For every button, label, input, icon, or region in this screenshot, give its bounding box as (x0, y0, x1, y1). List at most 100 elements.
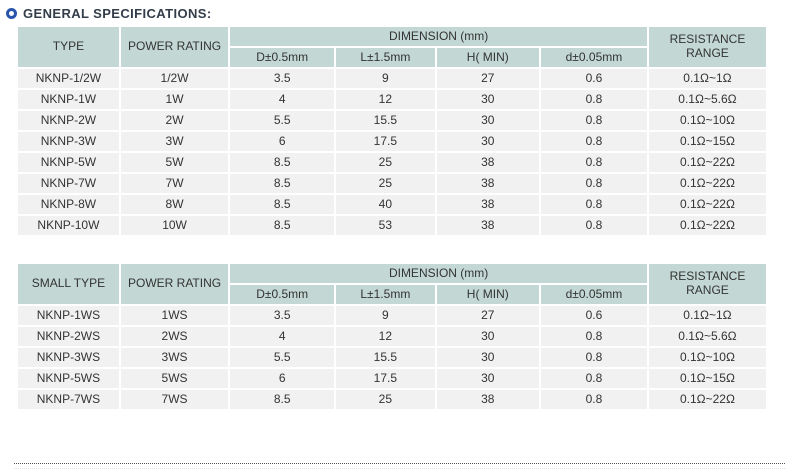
table-row: NKNP-3W 3W 6 17.5 30 0.8 0.1Ω~15Ω (18, 132, 766, 151)
resistance-range-column-header: RESISTANCE RANGE (648, 264, 766, 304)
table-cell: 15.5 (336, 111, 435, 130)
table-row: NKNP-5W 5W 8.5 25 38 0.8 0.1Ω~22Ω (18, 153, 766, 172)
table-cell: 17.5 (336, 369, 435, 388)
table-cell: 0.8 (540, 348, 647, 367)
table-cell: 8.5 (230, 153, 335, 172)
table-cell: 6 (230, 369, 335, 388)
table-cell: 9 (336, 306, 435, 325)
table-cell: 5.5 (230, 111, 335, 130)
table-cell: 3.5 (230, 69, 335, 88)
table-cell: 40 (336, 195, 435, 214)
table-cell: 0.1Ω~22Ω (648, 174, 766, 193)
table-row: NKNP-5WS 5WS 6 17.5 30 0.8 0.1Ω~15Ω (18, 369, 766, 388)
table-cell: 38 (436, 216, 539, 235)
table-cell: NKNP-8W (18, 195, 119, 214)
table-cell: 0.1Ω~10Ω (648, 348, 766, 367)
table-cell: 3WS (120, 348, 229, 367)
table-row: NKNP-7WS 7WS 8.5 25 38 0.8 0.1Ω~22Ω (18, 390, 766, 409)
table-cell: 0.8 (540, 195, 647, 214)
table-cell: 2WS (120, 327, 229, 346)
table-row: NKNP-2W 2W 5.5 15.5 30 0.8 0.1Ω~10Ω (18, 111, 766, 130)
table-cell: 0.1Ω~22Ω (648, 390, 766, 409)
dimension-sub-header: d±0.05mm (540, 285, 647, 304)
section-title-row: GENERAL SPECIFICATIONS: (6, 6, 212, 21)
table-cell: NKNP-1/2W (18, 69, 119, 88)
table-cell: 2W (120, 111, 229, 130)
dimension-sub-header: D±0.5mm (230, 285, 335, 304)
small-type-spec-table-container: SMALL TYPE POWER RATING DIMENSION (mm) RESI… (16, 262, 770, 411)
power-rating-column-header: POWER RATING (120, 264, 229, 304)
table-cell: 6 (230, 132, 335, 151)
table-cell: 38 (436, 174, 539, 193)
dimension-sub-header: D±0.5mm (230, 48, 335, 67)
table-cell: NKNP-7WS (18, 390, 119, 409)
table-cell: NKNP-3W (18, 132, 119, 151)
table-cell: 12 (336, 327, 435, 346)
spec-table: TYPE POWER RATING DIMENSION (mm) RESISTANCE… (16, 25, 768, 237)
table-row: NKNP-1WS 1WS 3.5 9 27 0.6 0.1Ω~1Ω (18, 306, 766, 325)
table-cell: 30 (436, 327, 539, 346)
type-column-header: TYPE (18, 27, 119, 67)
table-cell: 30 (436, 111, 539, 130)
power-rating-column-header: POWER RATING (120, 27, 229, 67)
table-cell: 5.5 (230, 348, 335, 367)
table-cell: 7W (120, 174, 229, 193)
dimension-sub-header: H( MIN) (436, 285, 539, 304)
table-cell: 38 (436, 195, 539, 214)
resistance-range-column-header: RESISTANCE RANGE (648, 27, 766, 67)
table-cell: 25 (336, 153, 435, 172)
table-cell: 0.8 (540, 390, 647, 409)
header-row: TYPE POWER RATING DIMENSION (mm) RESISTANCE… (18, 27, 766, 67)
table-cell: 0.8 (540, 132, 647, 151)
table-cell: 25 (336, 174, 435, 193)
table-cell: 0.1Ω~22Ω (648, 195, 766, 214)
table-cell: 12 (336, 90, 435, 109)
table-cell: 8.5 (230, 216, 335, 235)
table-cell: 1/2W (120, 69, 229, 88)
table-cell: 3.5 (230, 306, 335, 325)
table-cell: 10W (120, 216, 229, 235)
table-cell: 1WS (120, 306, 229, 325)
table-row: NKNP-8W 8W 8.5 40 38 0.8 0.1Ω~22Ω (18, 195, 766, 214)
table-cell: 30 (436, 369, 539, 388)
table-cell: 30 (436, 348, 539, 367)
table-cell: NKNP-3WS (18, 348, 119, 367)
table-cell: 8.5 (230, 195, 335, 214)
dimension-sub-header: L±1.5mm (336, 285, 435, 304)
table-row: NKNP-3WS 3WS 5.5 15.5 30 0.8 0.1Ω~10Ω (18, 348, 766, 367)
dimension-sub-header: H( MIN) (436, 48, 539, 67)
table-cell: 27 (436, 69, 539, 88)
table-cell: NKNP-2W (18, 111, 119, 130)
table-cell: 38 (436, 390, 539, 409)
table-row: NKNP-2WS 2WS 4 12 30 0.8 0.1Ω~5.6Ω (18, 327, 766, 346)
table-cell: 5W (120, 153, 229, 172)
dimension-group-header: DIMENSION (mm) (230, 264, 647, 283)
table-cell: 53 (336, 216, 435, 235)
table-cell: 38 (436, 153, 539, 172)
table-cell: 17.5 (336, 132, 435, 151)
table-row: NKNP-10W 10W 8.5 53 38 0.8 0.1Ω~22Ω (18, 216, 766, 235)
table-cell: 8.5 (230, 390, 335, 409)
table-cell: 0.1Ω~1Ω (648, 69, 766, 88)
header-row: SMALL TYPE POWER RATING DIMENSION (mm) RESI… (18, 264, 766, 304)
table-cell: 0.1Ω~1Ω (648, 306, 766, 325)
table-cell: 0.6 (540, 69, 647, 88)
table-cell: NKNP-1W (18, 90, 119, 109)
table-cell: 8.5 (230, 174, 335, 193)
table-cell: NKNP-5WS (18, 369, 119, 388)
table-cell: 0.1Ω~5.6Ω (648, 327, 766, 346)
table-cell: 0.1Ω~5.6Ω (648, 90, 766, 109)
table-cell: 8W (120, 195, 229, 214)
table-cell: 27 (436, 306, 539, 325)
dimension-sub-header: L±1.5mm (336, 48, 435, 67)
table-cell: 5WS (120, 369, 229, 388)
table-row: NKNP-1/2W 1/2W 3.5 9 27 0.6 0.1Ω~1Ω (18, 69, 766, 88)
table-cell: 30 (436, 90, 539, 109)
table-cell: 0.8 (540, 153, 647, 172)
dimension-group-header: DIMENSION (mm) (230, 27, 647, 46)
table-cell: 25 (336, 390, 435, 409)
table-cell: 0.8 (540, 90, 647, 109)
table-cell: 1W (120, 90, 229, 109)
table-cell: 4 (230, 90, 335, 109)
